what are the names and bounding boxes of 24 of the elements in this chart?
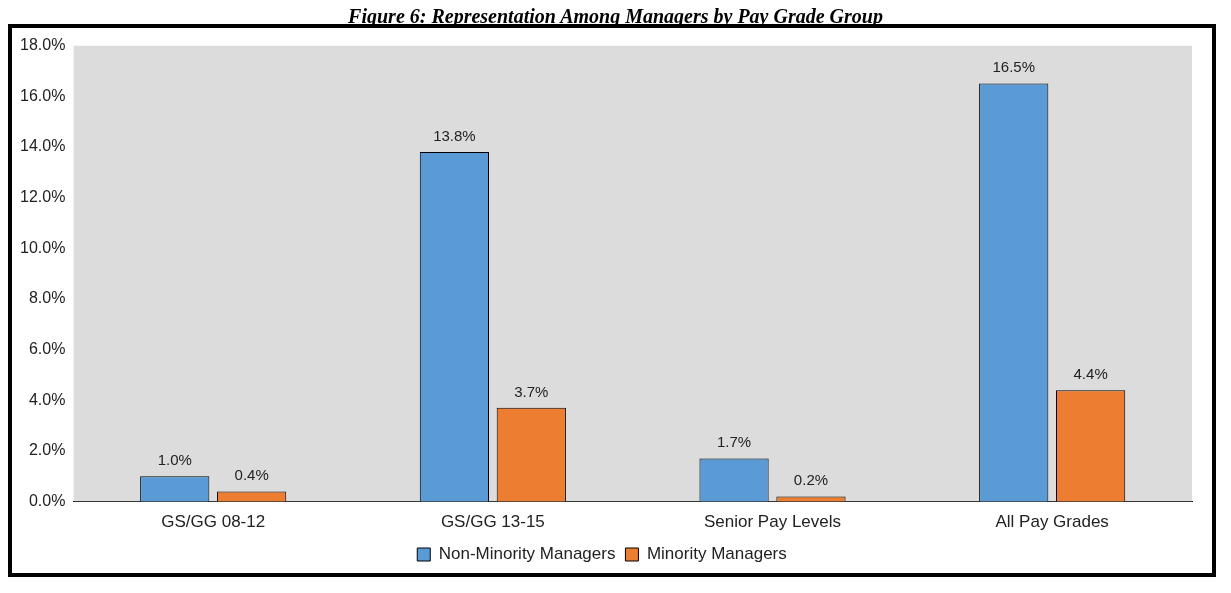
text: 1.7%	[716, 433, 752, 451]
x-tick-label: All Pay Grades	[995, 512, 1109, 532]
text: 0.2%	[793, 471, 829, 489]
text: 4.4%	[1073, 364, 1108, 382]
y-tick-label: 0.0%	[28, 492, 66, 510]
y-tick-label: 6.0%	[28, 340, 66, 358]
y-tick-label: 12.0%	[19, 188, 66, 206]
x-tick-label: Senior Pay Levels	[704, 512, 842, 532]
text: 13.8%	[433, 126, 476, 144]
text: 1.0%	[157, 450, 192, 468]
text: 0.4%	[234, 466, 269, 484]
y-tick-label: 18.0%	[19, 36, 66, 54]
text: 16.5%	[992, 58, 1035, 76]
legend-label: Minority Managers	[646, 544, 787, 564]
x-tick-label: GS/GG 08-12	[161, 512, 266, 532]
y-tick-label: 4.0%	[28, 390, 66, 408]
y-tick-label: 10.0%	[19, 238, 66, 256]
y-tick-label: 2.0%	[28, 441, 66, 459]
y-tick-label: 8.0%	[28, 289, 66, 307]
y-tick-label: 16.0%	[19, 86, 66, 104]
legend-label: Non-Minority Managers	[438, 544, 616, 564]
y-tick-label: 14.0%	[19, 137, 66, 155]
x-tick-label: GS/GG 13-15	[440, 512, 545, 532]
text: 3.7%	[514, 382, 549, 400]
